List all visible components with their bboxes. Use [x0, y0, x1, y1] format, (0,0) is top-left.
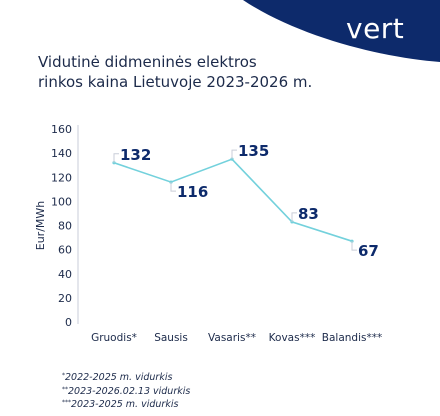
y-tick-label: 120 — [51, 171, 72, 184]
data-label: 132 — [120, 146, 151, 164]
series-line — [113, 158, 353, 242]
data-label: 116 — [177, 183, 208, 201]
data-label-leader — [231, 149, 237, 160]
data-label: 135 — [238, 142, 269, 160]
y-axis-label: Eur/MWh — [34, 201, 47, 251]
data-label: 83 — [298, 205, 319, 223]
x-tick-label: Vasaris** — [208, 332, 256, 344]
data-label-leader — [170, 182, 176, 192]
y-tick-label: 0 — [65, 316, 72, 329]
footnote-1: *2022-2025 m. vidurkis — [62, 372, 173, 383]
chart-title-line-1: Vidutinė didmeninės elektros — [38, 53, 257, 71]
y-tick-label: 20 — [58, 292, 72, 305]
y-tick-label: 80 — [58, 220, 72, 233]
data-label-leader — [351, 241, 357, 251]
y-tick-label: 60 — [58, 244, 72, 257]
x-tick-label: Gruodis* — [91, 332, 137, 344]
footnote-3: ***2023-2025 m. vidurkis — [62, 399, 179, 410]
data-label: 67 — [358, 242, 379, 260]
chart-title: Vidutinė didmeninės elektros rinkos kain… — [38, 52, 338, 92]
chart-title-line-2: rinkos kaina Lietuvoje 2023-2026 m. — [38, 73, 313, 91]
x-tick-label: Sausis — [154, 332, 188, 344]
data-label-leader — [291, 212, 297, 222]
brand-logo: vert — [346, 12, 405, 45]
y-tick-label: 40 — [58, 268, 72, 281]
footnotes: *2022-2025 m. vidurkis **2023-2026.02.13… — [62, 370, 190, 411]
x-tick-label: Kovas*** — [269, 332, 316, 344]
y-tick-label: 160 — [51, 123, 72, 136]
footnote-2: **2023-2026.02.13 vidurkis — [62, 385, 191, 397]
data-label-leader — [113, 153, 119, 163]
y-tick-label: 100 — [51, 195, 72, 208]
data-point — [169, 180, 173, 184]
x-tick-label: Balandis*** — [322, 332, 382, 344]
y-tick-label: 140 — [51, 147, 72, 160]
